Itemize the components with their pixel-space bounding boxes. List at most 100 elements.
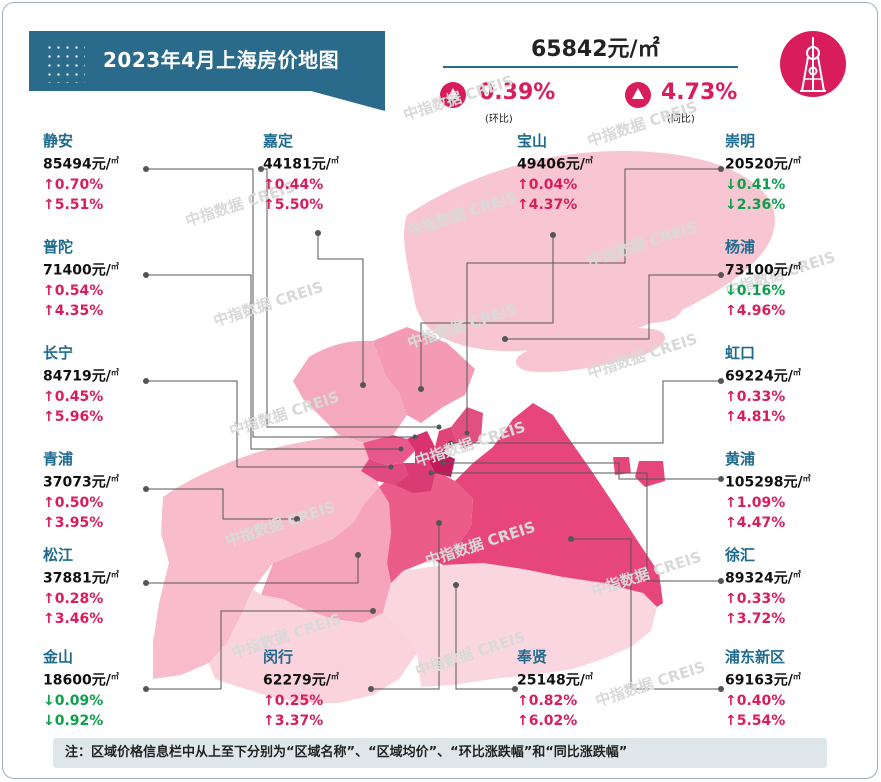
district-shape-changning [361,459,409,485]
district-yoy: ↑5.54% [725,712,786,729]
district-shape-jinshan [209,589,417,703]
district-yoy: ↑4.37% [517,196,578,213]
district-shape-jiading [293,340,407,443]
district-shape-hengsha [629,297,682,323]
district-mom: ↑0.54% [43,282,104,299]
district-shape-chongming [404,150,775,352]
district-price: 69163元/㎡ [725,672,801,689]
district-price: 37073元/㎡ [43,474,119,491]
district-shape-baoshan [373,327,475,423]
dot-grid-icon [45,43,85,83]
district-yoy: ↓2.36% [725,196,786,213]
district-yoy: ↑4.96% [725,302,786,319]
district-shape-hongkou [429,427,457,461]
district-mom: ↑0.40% [725,692,786,709]
district-name: 崇明 [725,132,756,150]
district-shape-islet [613,457,631,475]
district-mom: ↑0.70% [43,176,104,193]
district-mom: ↓0.41% [725,176,786,193]
mom-change-label: (环比) [485,114,513,125]
district-jingan: 静安 85494元/㎡ ↑0.70% ↑5.51% [43,131,119,215]
district-yoy: ↑5.50% [263,196,324,213]
district-name: 奉贤 [517,648,548,666]
district-name: 长宁 [43,344,74,362]
district-yangpu: 杨浦 73100元/㎡ ↓0.16% ↑4.96% [725,237,801,321]
district-name: 浦东新区 [725,648,786,666]
up-triangle-icon [440,82,466,108]
district-shape-minhang [379,469,473,583]
district-yoy: ↑3.37% [263,712,324,729]
district-yoy: ↑3.46% [43,610,104,627]
district-pudong: 浦东新区 69163元/㎡ ↑0.40% ↑5.54% [725,647,801,731]
district-price: 71400元/㎡ [43,262,119,279]
district-name: 黄浦 [725,450,756,468]
district-yoy: ↑5.51% [43,196,104,213]
district-mom: ↑1.09% [725,494,786,511]
district-price: 105298元/㎡ [725,474,811,491]
district-mom: ↑0.25% [263,692,324,709]
district-price: 85494元/㎡ [43,156,119,173]
district-yoy: ↑4.35% [43,302,104,319]
footnote: 注：区域价格信息栏中从上至下分别为“区域名称”、“区域均价”、“环比涨跌幅”和“… [53,738,827,768]
district-mom: ↑0.45% [43,388,104,405]
district-name: 金山 [43,648,74,666]
district-chongming: 崇明 20520元/㎡ ↓0.41% ↓2.36% [725,131,801,215]
district-price: 89324元/㎡ [725,570,801,587]
district-price: 20520元/㎡ [725,156,801,173]
district-shape-islet-2 [635,461,665,487]
district-yoy: ↑4.81% [725,408,786,425]
district-mom: ↓0.16% [725,282,786,299]
district-price: 18600元/㎡ [43,672,119,689]
district-price: 25148元/㎡ [517,672,593,689]
district-mom: ↑0.82% [517,692,578,709]
district-name: 青浦 [43,450,74,468]
mom-change-value: 0.39% [479,80,556,105]
district-yoy: ↑5.96% [43,408,104,425]
district-xuhui: 徐汇 89324元/㎡ ↑0.33% ↑3.72% [725,545,801,629]
city-average-price: 65842元/㎡ [531,37,660,62]
district-name: 宝山 [517,132,548,150]
page-title: 2023年4月上海房价地图 [103,48,340,72]
district-price: 62279元/㎡ [263,672,339,689]
district-price: 44181元/㎡ [263,156,339,173]
district-name: 杨浦 [725,238,756,256]
district-fengxian: 奉贤 25148元/㎡ ↑0.82% ↑6.02% [517,647,593,731]
district-price: 69224元/㎡ [725,368,801,385]
district-price: 49406元/㎡ [517,156,593,173]
district-mom: ↑0.04% [517,176,578,193]
district-yoy: ↓0.92% [43,712,104,729]
pearl-tower-icon [780,31,846,97]
district-qingpu: 青浦 37073元/㎡ ↑0.50% ↑3.95% [43,449,119,533]
district-shape-songjiang [261,487,391,623]
district-jinshan: 金山 18600元/㎡ ↓0.09% ↓0.92% [43,647,119,731]
summary-divider [443,66,738,68]
district-changning: 长宁 84719元/㎡ ↑0.45% ↑5.96% [43,343,119,427]
district-hongkou: 虹口 69224元/㎡ ↑0.33% ↑4.81% [725,343,801,427]
district-price: 84719元/㎡ [43,368,119,385]
district-minhang: 闵行 62279元/㎡ ↑0.25% ↑3.37% [263,647,339,731]
district-shape-pudong [433,403,663,607]
shanghai-district-map [143,150,775,703]
district-name: 松江 [43,546,74,564]
yoy-change-value: 4.73% [661,80,738,105]
district-huangpu: 黄浦 105298元/㎡ ↑1.09% ↑4.47% [725,449,811,533]
district-name: 闵行 [263,648,294,666]
district-yoy: ↑4.47% [725,514,786,531]
district-yoy: ↑3.72% [725,610,786,627]
district-mom: ↑0.44% [263,176,324,193]
title-banner-tail [311,91,385,111]
district-shape-putuo [363,435,415,465]
district-mom: ↑0.50% [43,494,104,511]
district-mom: ↓0.09% [43,692,104,709]
district-putuo: 普陀 71400元/㎡ ↑0.54% ↑4.35% [43,237,119,321]
district-mom: ↑0.28% [43,590,104,607]
district-mom: ↑0.33% [725,590,786,607]
yoy-change-label: (同比) [667,114,695,125]
district-mom: ↑0.33% [725,388,786,405]
title-banner [29,31,385,91]
district-jiading: 嘉定 44181元/㎡ ↑0.44% ↑5.50% [263,131,339,215]
district-price: 37881元/㎡ [43,570,119,587]
district-shape-fengxian [383,563,657,687]
district-price: 73100元/㎡ [725,262,801,279]
